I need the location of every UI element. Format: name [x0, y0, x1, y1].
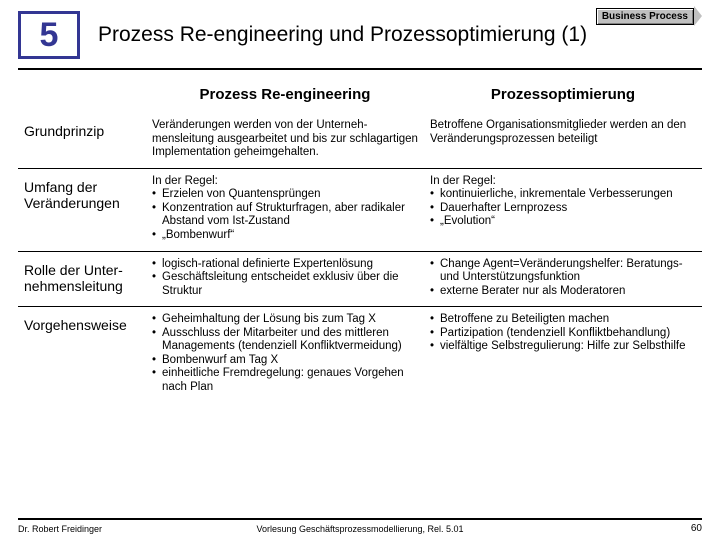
list-item: Ausschluss der Mitarbeiter und des mittl… — [152, 327, 418, 354]
list-item: Geschäftsleitung entscheidet exklusiv üb… — [152, 271, 418, 298]
cell-lead: In der Regel: — [152, 175, 418, 189]
list-item: Erzielen von Quantensprüngen — [152, 188, 418, 202]
slide-title: Prozess Re-engineering und Prozessoptimi… — [98, 23, 587, 47]
row-label: Vorgehens­weise — [18, 307, 146, 403]
cell-col2: Change Agent=Veränderungshelfer: Beratun… — [424, 251, 702, 307]
badge-arrow-icon — [694, 6, 702, 26]
cell-col2: Betroffene Organisationsmitglieder werde… — [424, 113, 702, 168]
cell-col2: Betroffene zu Beteiligten machen Partizi… — [424, 307, 702, 403]
list-item: Bombenwurf am Tag X — [152, 354, 418, 368]
cell-list: Erzielen von Quantensprüngen Konzentrati… — [152, 188, 418, 242]
list-item: vielfältige Selbstregulierung: Hilfe zur… — [430, 340, 696, 354]
row-label: Rolle der Unter­nehmensleitung — [18, 251, 146, 307]
cell-col1: Veränderungen werden von der Unterneh­me… — [146, 113, 424, 168]
cell-list: Geheimhaltung der Lösung bis zum Tag X A… — [152, 313, 418, 394]
header-empty — [18, 78, 146, 113]
table-row: Rolle der Unter­nehmensleitung logisch-r… — [18, 251, 702, 307]
table-row: Grundprinzip Veränderungen werden von de… — [18, 113, 702, 168]
cell-list: Change Agent=Veränderungshelfer: Beratun… — [430, 258, 696, 299]
list-item: Change Agent=Veränderungshelfer: Beratun… — [430, 258, 696, 285]
slide-footer: Dr. Robert Freidinger Vorlesung Geschäft… — [18, 518, 702, 534]
cell-col1: In der Regel: Erzielen von Quantensprüng… — [146, 168, 424, 251]
list-item: „Bombenwurf“ — [152, 229, 418, 243]
slide-header: 5 Prozess Re-engineering und Prozessopti… — [18, 6, 702, 64]
header-col1: Prozess Re-engineering — [146, 78, 424, 113]
chapter-number-box: 5 — [18, 11, 80, 59]
comparison-table: Prozess Re-engineering Prozessoptimierun… — [18, 78, 702, 403]
row-label: Grundprinzip — [18, 113, 146, 168]
slide: 5 Prozess Re-engineering und Prozessopti… — [0, 0, 720, 540]
list-item: logisch-rational definierte Expertenlösu… — [152, 258, 418, 272]
cell-col1: logisch-rational definierte Expertenlösu… — [146, 251, 424, 307]
row-label: Umfang der Veränderungen — [18, 168, 146, 251]
cell-list: Betroffene zu Beteiligten machen Partizi… — [430, 313, 696, 354]
list-item: einheitliche Fremdregelung: genaues Vorg… — [152, 367, 418, 394]
table-row: Umfang der Veränderungen In der Regel: E… — [18, 168, 702, 251]
header-rule — [18, 68, 702, 70]
cell-list: logisch-rational definierte Expertenlösu… — [152, 258, 418, 299]
list-item: Dauerhafter Lernprozess — [430, 202, 696, 216]
table-row: Vorgehens­weise Geheimhaltung der Lösung… — [18, 307, 702, 403]
header-col2: Prozessoptimierung — [424, 78, 702, 113]
cell-lead: In der Regel: — [430, 175, 696, 189]
chapter-number: 5 — [40, 16, 59, 55]
footer-lecture: Vorlesung Geschäftsprozessmodellierung, … — [18, 524, 702, 534]
list-item: kontinuierliche, inkrementale Verbesse­r… — [430, 188, 696, 202]
business-process-badge: Business Process — [596, 6, 702, 26]
table-header-row: Prozess Re-engineering Prozessoptimierun… — [18, 78, 702, 113]
cell-col2: In der Regel: kontinuierliche, inkrement… — [424, 168, 702, 251]
cell-col1: Geheimhaltung der Lösung bis zum Tag X A… — [146, 307, 424, 403]
list-item: Geheimhaltung der Lösung bis zum Tag X — [152, 313, 418, 327]
list-item: Konzentration auf Strukturfragen, aber r… — [152, 202, 418, 229]
list-item: externe Berater nur als Moderatoren — [430, 285, 696, 299]
badge-label: Business Process — [596, 8, 694, 25]
list-item: „Evolution“ — [430, 215, 696, 229]
list-item: Betroffene zu Beteiligten machen — [430, 313, 696, 327]
cell-list: kontinuierliche, inkrementale Verbesse­r… — [430, 188, 696, 229]
list-item: Partizipation (tendenziell Konflikt­beha… — [430, 327, 696, 341]
